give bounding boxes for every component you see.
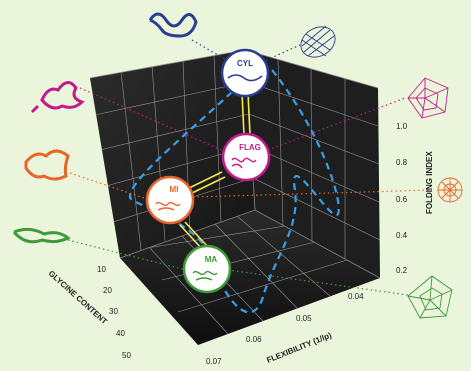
node-cyl[interactable]: CYL xyxy=(220,48,270,98)
flex-tick: 0.05 xyxy=(296,314,312,323)
spider-web-green-icon xyxy=(407,275,453,319)
glycine-ticks: 10 20 30 40 50 xyxy=(97,265,131,360)
fibrous-protein-green-icon xyxy=(12,227,71,244)
mesh-cylinder-icon xyxy=(300,25,336,58)
leader-lines xyxy=(67,39,433,296)
node-flag[interactable]: FLAG xyxy=(221,132,271,182)
grid-back-left xyxy=(94,54,254,251)
flexibility-title: FLEXIBILITY (1/lp) xyxy=(265,330,333,364)
leader-mi-right xyxy=(192,189,433,198)
spider-web-pink-icon xyxy=(407,77,449,119)
mi-glyph xyxy=(155,201,181,211)
back-left-wall xyxy=(90,50,255,258)
flexibility-ticks: 0.04 0.05 0.06 0.07 xyxy=(206,292,364,366)
folding-tick: 1.0 xyxy=(396,122,408,131)
glycine-tick: 50 xyxy=(122,351,131,360)
grid-back-right xyxy=(246,58,381,259)
coiled-protein-orange-icon xyxy=(24,149,70,181)
dashed-trajectory xyxy=(128,69,340,314)
glycine-tick: 20 xyxy=(103,286,112,295)
node-flag-label: FLAG xyxy=(239,143,261,152)
helix-protein-icon xyxy=(148,12,198,38)
glycine-title: GLYCINE CONTENT xyxy=(47,269,109,326)
flex-tick: 0.04 xyxy=(348,292,364,301)
glycine-tick: 40 xyxy=(116,329,125,338)
folding-tick: 0.6 xyxy=(396,195,408,204)
cyl-glyph xyxy=(227,74,263,82)
flex-tick: 0.06 xyxy=(246,335,262,344)
folding-index-title: FOLDING INDEX xyxy=(425,151,434,214)
back-right-wall xyxy=(245,50,380,278)
spider-web-orange-icon xyxy=(437,177,463,203)
folding-tick: 0.4 xyxy=(396,231,408,240)
flex-tick: 0.07 xyxy=(206,357,222,366)
floor-plane xyxy=(120,210,380,345)
node-ma[interactable]: MA xyxy=(182,244,232,294)
folding-index-ticks: 1.0 0.8 0.6 0.4 0.2 xyxy=(396,122,408,275)
grid-floor xyxy=(146,215,348,335)
folding-tick: 0.8 xyxy=(396,158,408,167)
leader-ma-right xyxy=(227,269,409,296)
leader-mi-left xyxy=(69,172,151,201)
glycine-tick: 30 xyxy=(109,307,118,316)
leader-cyl-left xyxy=(191,39,231,63)
glycine-tick: 10 xyxy=(97,265,106,274)
node-mi-label: MI xyxy=(170,185,179,194)
folding-tick: 0.2 xyxy=(396,266,408,275)
coiled-protein-pink-icon xyxy=(30,81,85,114)
ma-glyph xyxy=(192,270,218,281)
node-connectors xyxy=(179,92,251,251)
node-ma-label: MA xyxy=(205,255,218,264)
leader-flag-right xyxy=(267,97,406,151)
flag-glyph xyxy=(231,157,257,169)
node-mi[interactable]: MI xyxy=(145,175,195,225)
node-cyl-label: CYL xyxy=(237,59,253,68)
